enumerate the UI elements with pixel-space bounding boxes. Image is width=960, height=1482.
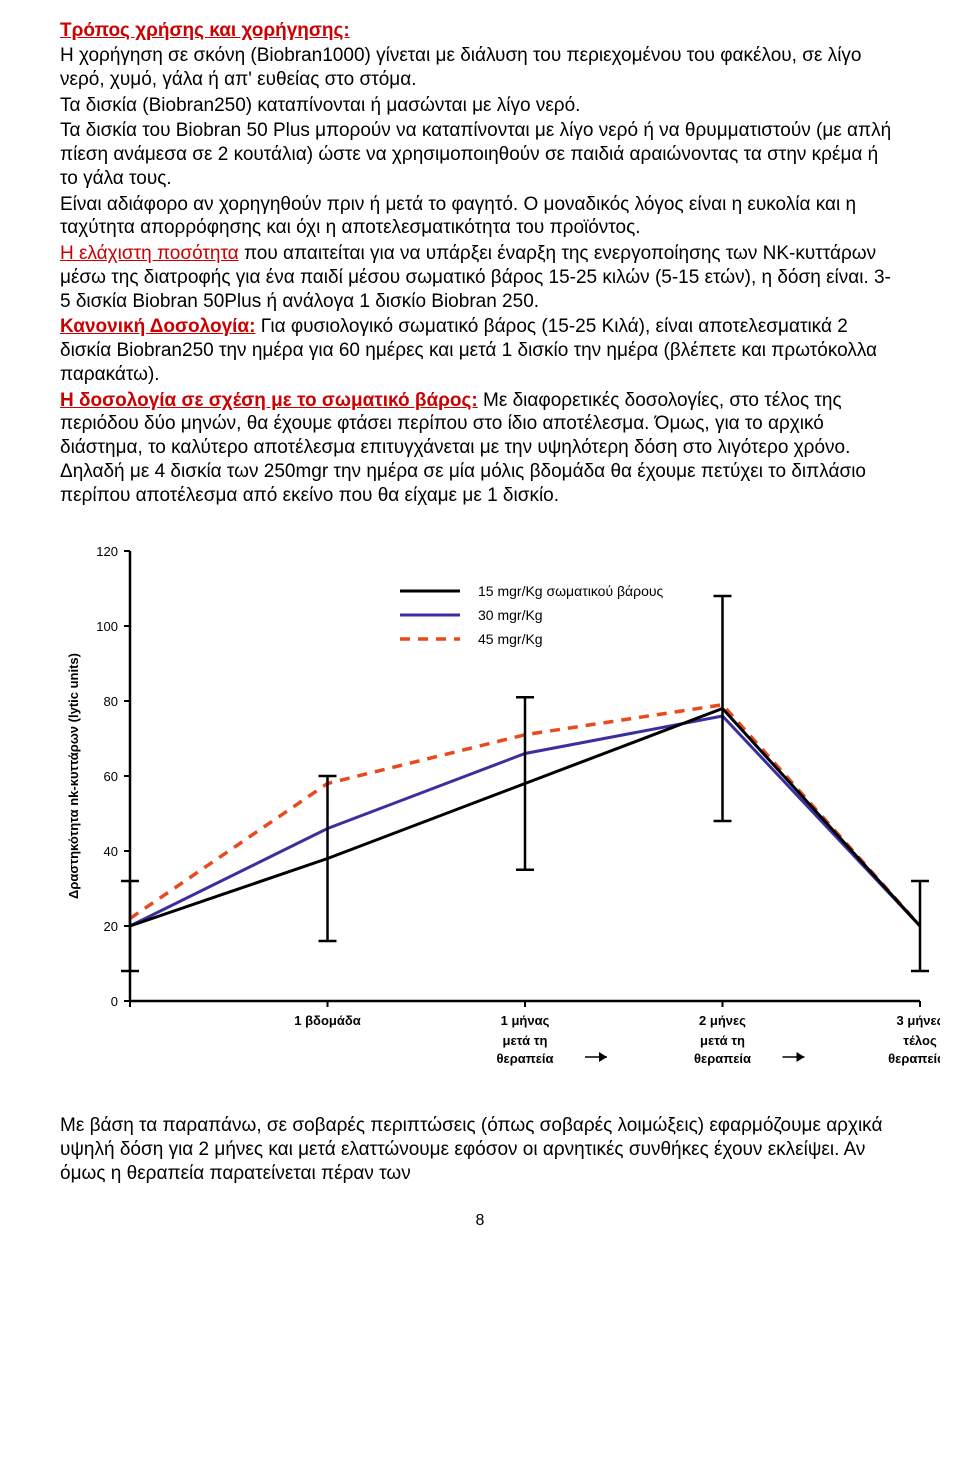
paragraph: Τα δισκία (Biobran250) καταπίνονται ή μα… [60, 94, 900, 118]
page-number: 8 [60, 1212, 900, 1230]
svg-text:τέλος: τέλος [903, 1033, 937, 1048]
svg-text:120: 120 [96, 544, 118, 559]
svg-text:Δραστηκότητα nk-κυττάρων (lyti: Δραστηκότητα nk-κυττάρων (lytic units) [66, 653, 81, 899]
highlight-lead: Η δοσολογία σε σχέση με το σωματικό βάρο… [60, 390, 478, 411]
nk-activity-chart: 0 20 40 60 80 100 120 1 βδομάδα 1 μήνας μετά τη θε… [60, 531, 900, 1096]
paragraph: Κανονική Δοσολογία: Για φυσιολογικό σωμα… [60, 315, 900, 386]
svg-text:40: 40 [104, 844, 118, 859]
svg-text:θεραπείας: θεραπείας [888, 1051, 940, 1066]
chart-svg: 0 20 40 60 80 100 120 1 βδομάδα 1 μήνας μετά τη θε… [60, 531, 940, 1091]
svg-text:30 mgr/Kg: 30 mgr/Kg [478, 607, 543, 623]
svg-text:100: 100 [96, 619, 118, 634]
paragraph: Με βάση τα παραπάνω, σε σοβαρές περιπτώσ… [60, 1114, 900, 1185]
svg-text:15 mgr/Kg σωματικού βάρους: 15 mgr/Kg σωματικού βάρους [478, 583, 664, 599]
svg-text:3 μήνες: 3 μήνες [897, 1013, 940, 1028]
svg-text:2 μήνες: 2 μήνες [699, 1013, 746, 1028]
highlight-lead: Κανονική Δοσολογία: [60, 316, 255, 337]
svg-text:θεραπεία: θεραπεία [497, 1051, 554, 1066]
highlight-lead: Η ελάχιστη ποσότητα [60, 243, 239, 264]
svg-text:45 mgr/Kg: 45 mgr/Kg [478, 631, 543, 647]
paragraph: Η δοσολογία σε σχέση με το σωματικό βάρο… [60, 389, 900, 508]
section-title: Τρόπος χρήσης και χορήγησης: [60, 20, 900, 42]
svg-text:20: 20 [104, 919, 118, 934]
svg-text:80: 80 [104, 694, 118, 709]
paragraph: Είναι αδιάφορο αν χορηγηθούν πριν ή μετά… [60, 193, 900, 241]
svg-text:μετά τη: μετά τη [503, 1033, 548, 1048]
svg-text:μετά τη: μετά τη [700, 1033, 745, 1048]
svg-text:60: 60 [104, 769, 118, 784]
paragraph: Η ελάχιστη ποσότητα που απαιτείται για ν… [60, 242, 900, 313]
svg-text:1 βδομάδα: 1 βδομάδα [294, 1013, 360, 1028]
paragraph: Η χορήγηση σε σκόνη (Biobran1000) γίνετα… [60, 44, 900, 92]
svg-text:θεραπεία: θεραπεία [694, 1051, 751, 1066]
paragraph: Τα δισκία του Biobran 50 Plus μπορούν να… [60, 119, 900, 190]
svg-text:1 μήνας: 1 μήνας [501, 1013, 550, 1028]
svg-text:0: 0 [111, 994, 118, 1009]
